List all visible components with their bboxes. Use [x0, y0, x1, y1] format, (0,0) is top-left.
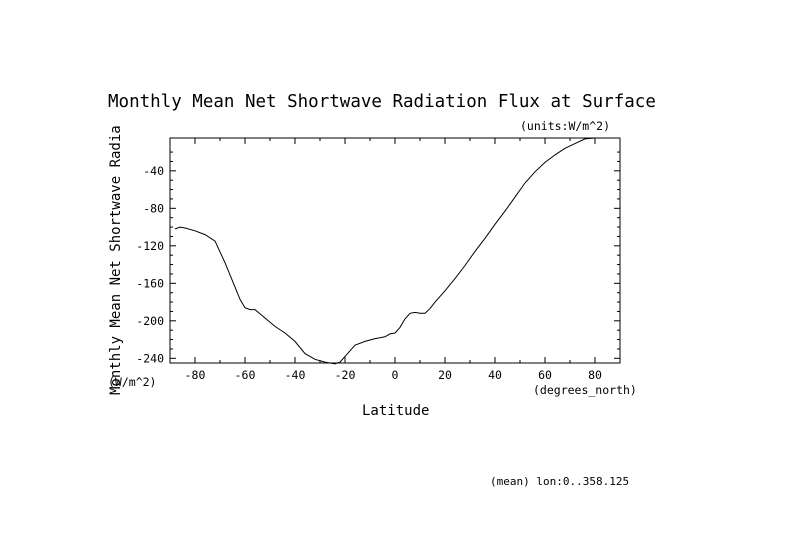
x-tick-label: -20 — [335, 368, 356, 382]
units-note: (units:W/m^2) — [520, 119, 610, 133]
x-tick-label: -40 — [285, 368, 306, 382]
x-units-label: (degrees_north) — [533, 383, 637, 397]
y-tick-label: -160 — [136, 276, 164, 290]
plot-area: -40-80-120-160-200-240 -80 -60 -40 -20 0 20 40… — [136, 137, 621, 382]
x-tick-label: 0 — [392, 368, 399, 382]
y-tick-labels: -40 -80 -120 -160 -200 -240 — [136, 164, 164, 366]
x-tick-label: -80 — [185, 368, 206, 382]
y-units-label: (W/m^2) — [108, 375, 156, 389]
x-tick-label: 40 — [488, 368, 502, 382]
y-tick-label: -200 — [136, 314, 164, 328]
x-tick-label: 20 — [438, 368, 452, 382]
y-tick-label: -40 — [143, 164, 164, 178]
y-tick-label: -240 — [136, 351, 164, 365]
ticks — [169, 138, 621, 363]
y-tick-label: -80 — [143, 201, 164, 215]
x-axis-label: Latitude — [362, 403, 429, 419]
footnote: (mean) lon:0..358.125 — [490, 475, 629, 488]
plot-frame — [169, 137, 621, 364]
y-axis-label: Monthly Mean Net Shortwave Radia — [108, 125, 124, 395]
y-tick-label: -120 — [136, 239, 164, 253]
x-tick-label: -60 — [235, 368, 256, 382]
chart-title: Monthly Mean Net Shortwave Radiation Flu… — [108, 92, 656, 112]
x-tick-label: 80 — [588, 368, 602, 382]
x-tick-label: 60 — [538, 368, 552, 382]
series-line — [174, 137, 596, 365]
x-tick-labels: -80 -60 -40 -20 0 20 40 60 80 — [185, 368, 602, 382]
